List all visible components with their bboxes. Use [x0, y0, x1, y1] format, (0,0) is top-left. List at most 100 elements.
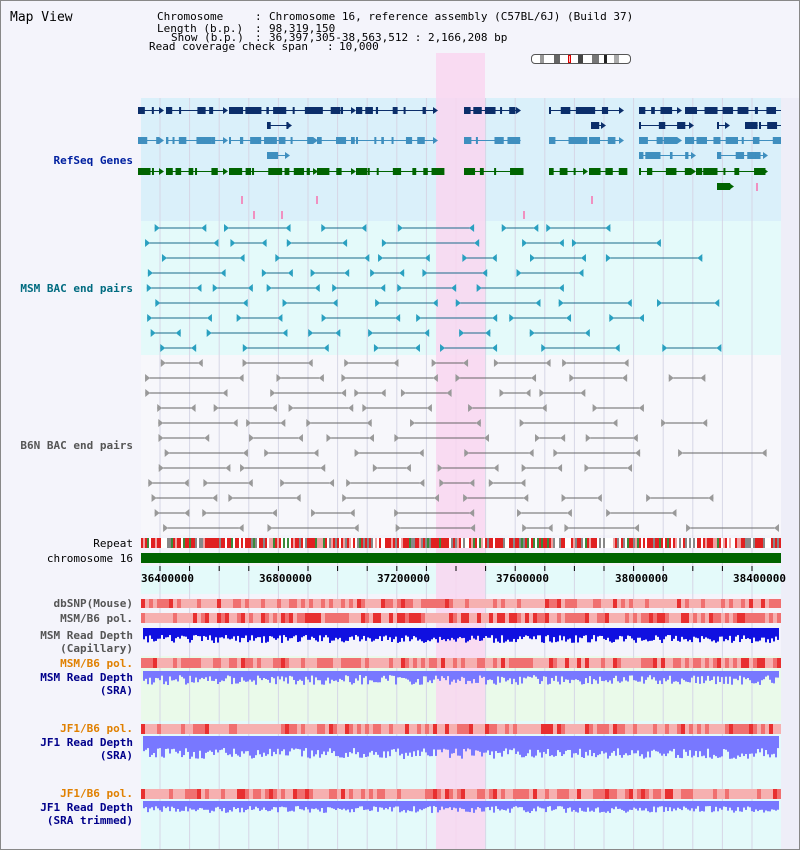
repeat-element — [575, 538, 577, 548]
msm-b6-pol-label[interactable]: MSM/B6 pol. — [60, 612, 133, 625]
read-depth-bar — [573, 801, 575, 810]
msm-depth-capillary-label[interactable]: MSM Read Depth — [40, 629, 133, 642]
gene-exon — [178, 137, 187, 144]
polymorphism-cell — [177, 599, 181, 608]
polymorphism-cell — [769, 658, 773, 668]
polymorphism-cell — [537, 658, 541, 668]
bac-end-marker — [280, 419, 286, 427]
read-depth-bar — [281, 801, 283, 807]
polymorphism-cell — [409, 599, 413, 608]
read-depth-bar — [503, 671, 505, 678]
read-depth-bar — [241, 628, 243, 638]
polymorphism-cell — [465, 658, 469, 668]
repeat-element — [391, 538, 393, 548]
repeat-element — [393, 538, 395, 548]
bac-end-marker — [405, 464, 411, 472]
read-depth-bar — [761, 801, 763, 810]
read-depth-bar — [451, 736, 453, 754]
read-depth-bar — [695, 628, 697, 638]
read-depth-bar — [363, 801, 365, 811]
read-depth-bar — [255, 801, 257, 807]
repeat-element — [647, 538, 649, 548]
polymorphism-cell — [289, 658, 293, 668]
repeat-element — [691, 538, 693, 548]
polymorphism-cell — [269, 724, 273, 734]
repeat-element — [419, 538, 421, 548]
bac-end-marker — [399, 269, 405, 277]
read-depth-bar — [349, 628, 351, 638]
bac-end-marker — [277, 314, 283, 322]
repeat-element — [351, 538, 353, 548]
gene-exon — [292, 107, 295, 114]
bac-end-marker — [708, 494, 714, 502]
polymorphism-cell — [597, 599, 601, 608]
chromosome-ideogram[interactable] — [531, 54, 631, 64]
msm-depth-sra-label[interactable]: MSM Read Depth — [40, 671, 133, 684]
jf1-b6-pol-label[interactable]: JF1/B6 pol. — [60, 722, 133, 735]
read-depth-bar — [173, 801, 175, 809]
b6n-bac-track-label[interactable]: B6N BAC end pairs — [20, 439, 133, 452]
bac-end-marker — [638, 404, 644, 412]
jf1-depth-trim-label[interactable]: JF1 Read Depth — [40, 801, 133, 814]
polymorphism-cell — [389, 658, 393, 668]
read-depth-bar — [243, 736, 245, 754]
polymorphism-cell — [477, 658, 481, 668]
repeat-element — [425, 538, 427, 548]
jf1-depth-sra-label[interactable]: JF1 Read Depth — [40, 736, 133, 749]
dbsnp-track-label[interactable]: dbSNP(Mouse) — [53, 597, 133, 610]
read-depth-bar — [379, 671, 381, 683]
gene-exon — [405, 137, 413, 144]
bac-end-marker — [493, 464, 499, 472]
msm-bac-track-label[interactable]: MSM BAC end pairs — [20, 282, 133, 295]
msm-b6-pol-sra-label[interactable]: MSM/B6 pol. — [60, 657, 133, 670]
read-depth-bar — [479, 801, 481, 809]
bac-end-marker — [353, 524, 359, 532]
polymorphism-cell — [165, 658, 169, 668]
read-depth-bar — [371, 628, 373, 642]
polymorphism-cell — [213, 658, 217, 668]
read-depth-bar — [355, 628, 357, 636]
read-depth-bar — [709, 671, 711, 681]
read-depth-bar — [735, 628, 737, 637]
read-depth-bar — [237, 671, 239, 684]
read-depth-bar — [649, 671, 651, 676]
gene-exon — [484, 107, 496, 114]
jf1-b6-pol-trim-label[interactable]: JF1/B6 pol. — [60, 787, 133, 800]
bac-end-marker — [470, 524, 476, 532]
read-depth-bar — [219, 671, 221, 683]
polymorphism-cell — [193, 789, 197, 799]
gene-strand-arrow — [729, 183, 734, 190]
polymorphism-cell — [749, 613, 753, 623]
gene-exon — [754, 107, 758, 114]
gene-exon — [717, 183, 725, 190]
read-depth-bar — [475, 628, 477, 640]
read-depth-bar — [251, 736, 253, 759]
read-depth-bar — [209, 736, 211, 751]
repeat-element — [749, 538, 751, 548]
read-depth-bar — [475, 736, 477, 751]
gene-exon — [645, 152, 659, 159]
polymorphism-cell — [461, 613, 465, 623]
polymorphism-cell — [697, 724, 701, 734]
read-depth-bar — [377, 628, 379, 640]
repeat-element — [541, 538, 543, 548]
read-depth-bar — [459, 801, 461, 808]
read-depth-bar — [565, 736, 567, 751]
polymorphism-cell — [529, 599, 533, 608]
read-depth-bar — [273, 736, 275, 752]
read-depth-bar — [415, 801, 417, 813]
polymorphism-cell — [513, 724, 517, 734]
polymorphism-cell — [253, 658, 257, 668]
refseq-track-label[interactable]: RefSeq Genes — [53, 154, 133, 167]
read-depth-bar — [709, 628, 711, 640]
read-depth-bar — [481, 736, 483, 757]
read-depth-bar — [525, 801, 527, 813]
read-depth-bar — [551, 801, 553, 811]
polymorphism-cell — [673, 724, 677, 734]
polymorphism-cell — [557, 789, 561, 799]
bac-end-marker — [571, 239, 577, 247]
read-depth-bar — [607, 628, 609, 638]
read-depth-bar — [401, 671, 403, 678]
read-depth-bar — [593, 671, 595, 680]
read-depth-bar — [751, 628, 753, 643]
